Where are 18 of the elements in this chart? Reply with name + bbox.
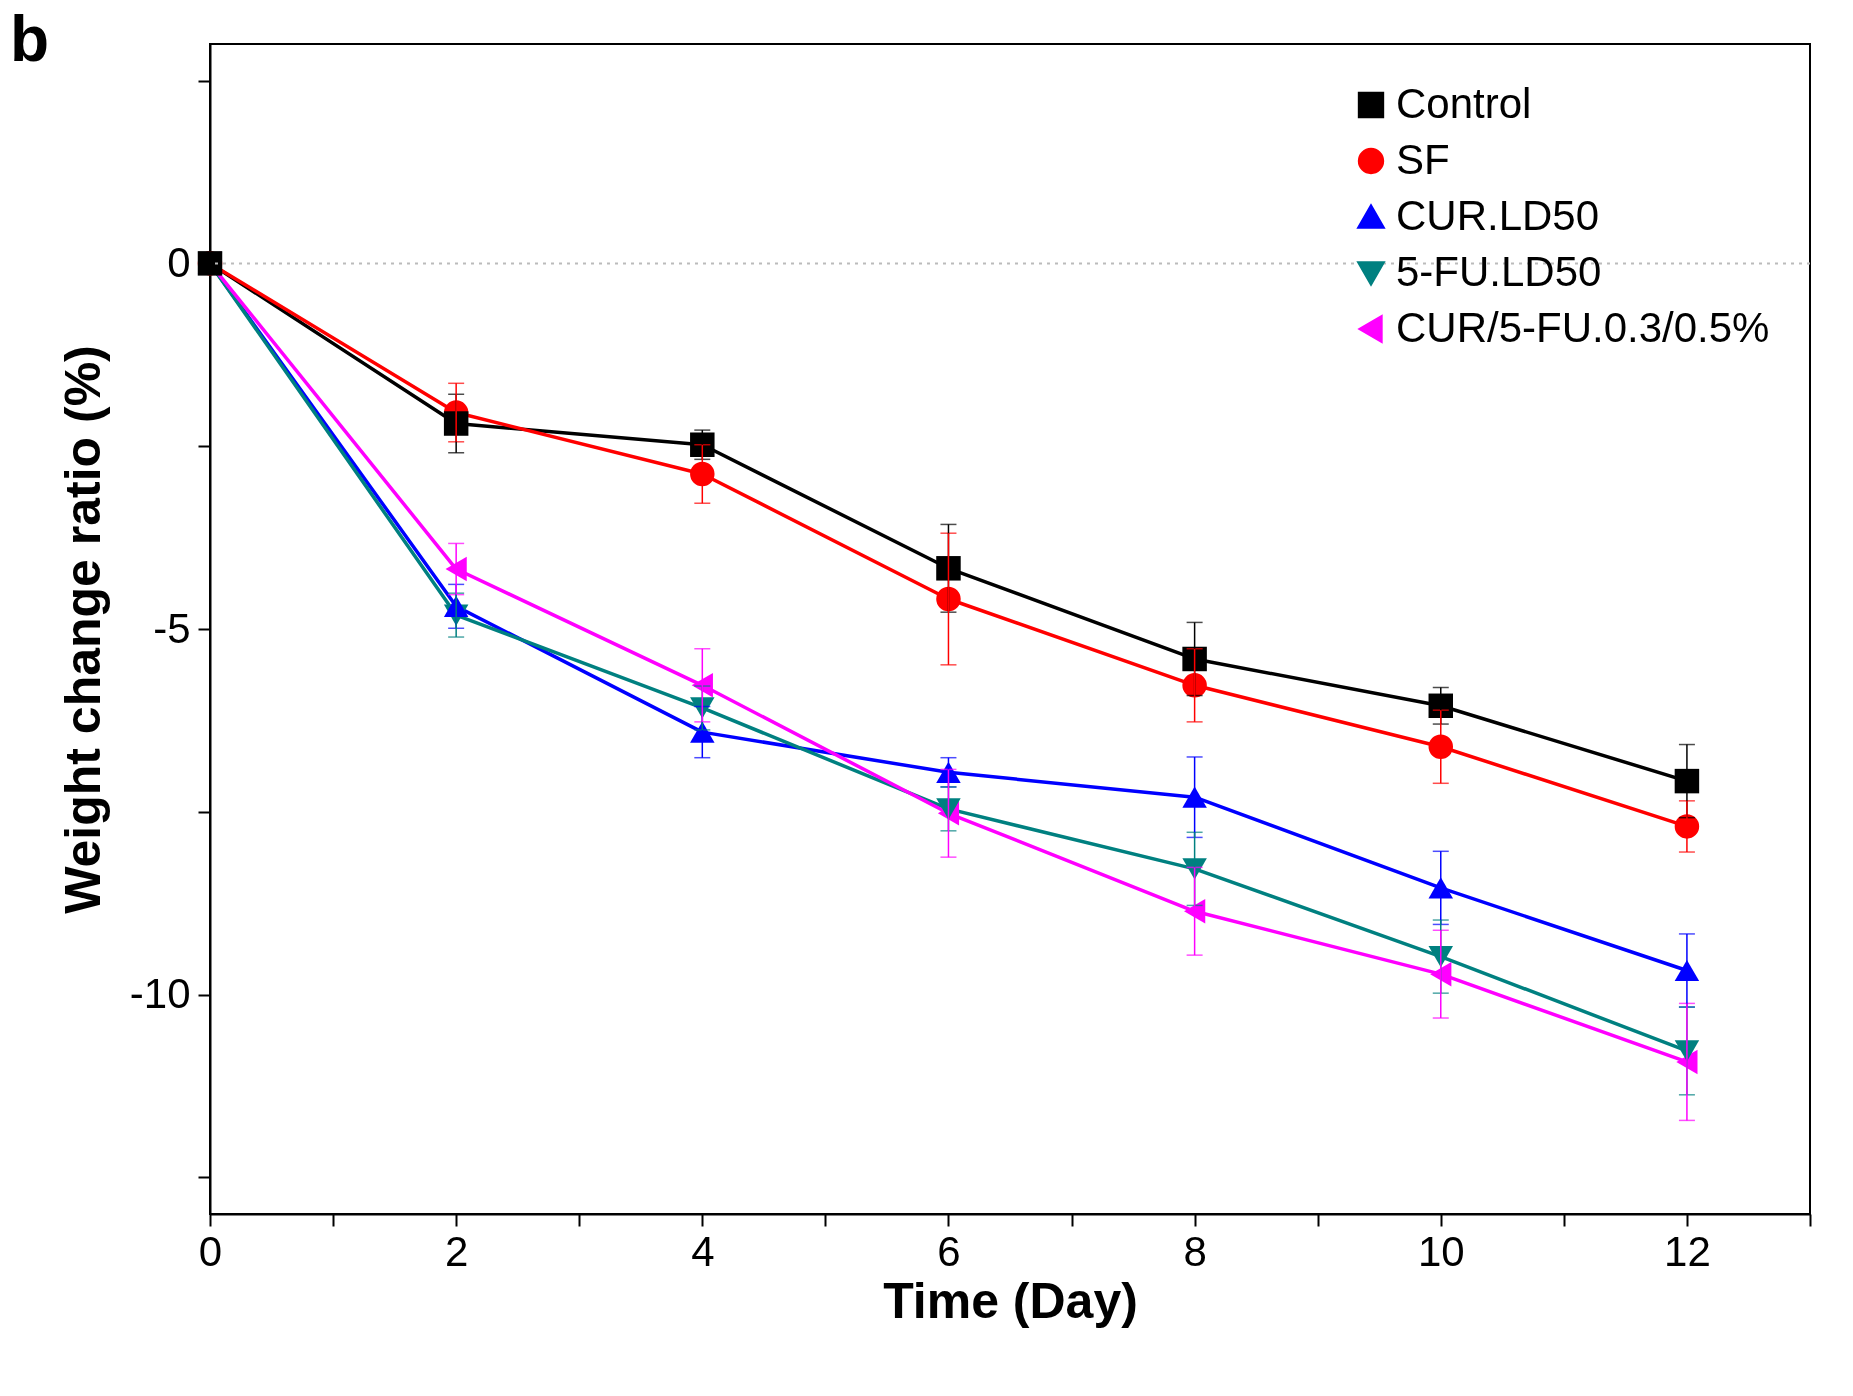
legend-label: Control <box>1396 80 1532 127</box>
y-axis-title: Weight change ratio (%) <box>54 345 111 914</box>
y-tick-label: -5 <box>153 604 191 652</box>
legend-label: CUR.LD50 <box>1396 192 1600 239</box>
y-tick-label: 0 <box>167 238 191 286</box>
legend-label: CUR/5-FU.0.3/0.5% <box>1396 304 1770 351</box>
x-tick-label: 12 <box>1664 1227 1711 1275</box>
x-axis-title: Time (Day) <box>883 1272 1138 1329</box>
legend-label: 5-FU.LD50 <box>1396 248 1602 295</box>
x-tick-label: 2 <box>444 1227 469 1275</box>
legend-label: SF <box>1396 136 1450 183</box>
x-tick-label: 0 <box>198 1227 223 1275</box>
x-tick-label: 6 <box>937 1227 961 1275</box>
x-tick-label: 10 <box>1417 1227 1465 1275</box>
x-tick-label: 4 <box>691 1227 715 1275</box>
text: b <box>10 3 50 75</box>
x-tick-label: 8 <box>1183 1227 1207 1275</box>
y-tick-label: -10 <box>129 970 191 1018</box>
